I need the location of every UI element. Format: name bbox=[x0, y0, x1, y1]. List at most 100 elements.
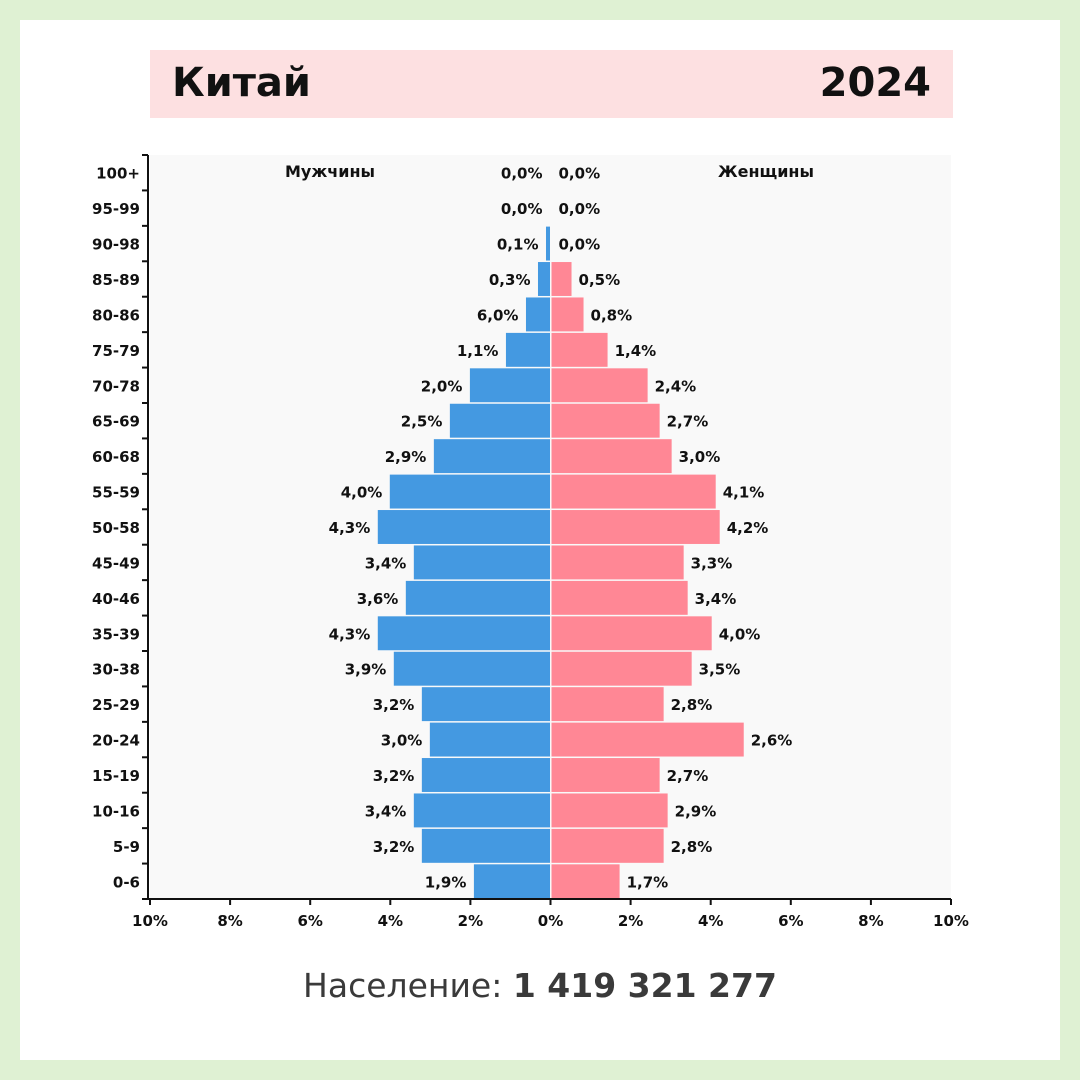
female-bar bbox=[551, 297, 584, 332]
female-data-label: 0,0% bbox=[559, 165, 601, 183]
male-data-label: 0,0% bbox=[501, 165, 543, 183]
female-bar bbox=[551, 262, 572, 296]
y-tick-label: 95-99 bbox=[92, 200, 140, 218]
y-tick-label: 40-46 bbox=[92, 590, 140, 608]
male-bar bbox=[413, 545, 550, 580]
female-data-label: 2,4% bbox=[655, 377, 697, 395]
female-data-label: 4,1% bbox=[723, 484, 765, 502]
male-data-label: 4,0% bbox=[341, 484, 383, 502]
female-data-label: 2,8% bbox=[671, 696, 713, 714]
female-data-label: 3,0% bbox=[679, 448, 721, 466]
y-tick-label: 25-29 bbox=[92, 696, 140, 714]
male-bar bbox=[413, 793, 550, 828]
population-value: 1 419 321 277 bbox=[512, 966, 777, 1005]
male-bar bbox=[525, 297, 550, 332]
male-data-label: 1,9% bbox=[425, 873, 467, 891]
population-total: Население: 1 419 321 277 bbox=[0, 966, 1080, 1005]
male-bar bbox=[545, 226, 550, 261]
title-bar: Китай 2024 bbox=[150, 50, 953, 118]
male-bar bbox=[433, 439, 550, 474]
female-data-label: 0,5% bbox=[579, 271, 621, 289]
y-tick-label: 100+ bbox=[96, 165, 140, 183]
male-data-label: 3,4% bbox=[365, 554, 407, 572]
x-tick-label: 4% bbox=[698, 912, 723, 930]
male-data-label: 3,2% bbox=[373, 767, 415, 785]
chart-title-country: Китай bbox=[172, 60, 311, 106]
male-data-label: 0,3% bbox=[489, 271, 531, 289]
male-bar bbox=[421, 687, 550, 722]
y-tick-label: 60-68 bbox=[92, 448, 140, 466]
female-data-label: 0,0% bbox=[559, 236, 601, 254]
male-bar bbox=[377, 616, 550, 651]
female-data-label: 4,2% bbox=[727, 519, 769, 537]
chart-title-year: 2024 bbox=[819, 60, 931, 106]
y-tick-label: 30-38 bbox=[92, 661, 140, 679]
y-tick-label: 20-24 bbox=[92, 732, 140, 750]
male-bar bbox=[537, 262, 550, 296]
male-data-label: 4,3% bbox=[329, 625, 371, 643]
y-tick-label: 70-78 bbox=[92, 377, 140, 395]
female-bar bbox=[551, 616, 712, 651]
y-tick-label: 90-98 bbox=[92, 236, 140, 254]
male-bar bbox=[421, 828, 550, 863]
x-tick-label: 8% bbox=[858, 912, 883, 930]
female-data-label: 2,9% bbox=[675, 802, 717, 820]
y-tick-label: 75-79 bbox=[92, 342, 140, 360]
female-data-label: 0,0% bbox=[559, 200, 601, 218]
male-bar bbox=[473, 864, 550, 899]
female-data-label: 3,5% bbox=[699, 661, 741, 679]
female-data-label: 1,4% bbox=[615, 342, 657, 360]
female-bar bbox=[551, 545, 684, 580]
y-tick-label: 80-86 bbox=[92, 306, 140, 324]
female-bar bbox=[551, 439, 672, 474]
population-label: Население: bbox=[303, 966, 503, 1005]
female-data-label: 2,7% bbox=[667, 767, 709, 785]
male-bar bbox=[449, 403, 550, 438]
male-bar bbox=[389, 474, 550, 509]
x-tick-label: 2% bbox=[458, 912, 483, 930]
male-data-label: 3,4% bbox=[365, 802, 407, 820]
x-tick-label: 10% bbox=[933, 912, 969, 930]
male-data-label: 3,0% bbox=[381, 732, 423, 750]
male-bar bbox=[429, 722, 550, 757]
x-tick-label: 0% bbox=[538, 912, 563, 930]
female-data-label: 4,0% bbox=[719, 625, 761, 643]
female-bar bbox=[551, 828, 664, 863]
y-tick-label: 15-19 bbox=[92, 767, 140, 785]
male-data-label: 0,1% bbox=[497, 236, 539, 254]
female-bar bbox=[551, 510, 720, 544]
female-bar bbox=[551, 368, 648, 403]
female-bar bbox=[551, 758, 660, 792]
y-tick-label: 10-16 bbox=[92, 802, 140, 820]
male-bar bbox=[469, 368, 550, 403]
male-data-label: 0,0% bbox=[501, 200, 543, 218]
female-bar bbox=[551, 580, 688, 615]
female-data-label: 1,7% bbox=[627, 873, 669, 891]
female-data-label: 3,3% bbox=[691, 554, 733, 572]
x-tick-label: 8% bbox=[217, 912, 242, 930]
female-bar bbox=[551, 332, 608, 367]
female-data-label: 2,6% bbox=[751, 732, 793, 750]
female-data-label: 2,8% bbox=[671, 838, 713, 856]
male-data-label: 3,2% bbox=[373, 696, 415, 714]
female-bar bbox=[551, 651, 692, 686]
female-bar bbox=[551, 687, 664, 722]
male-data-label: 4,3% bbox=[329, 519, 371, 537]
male-data-label: 2,5% bbox=[401, 413, 443, 431]
x-tick-label: 10% bbox=[132, 912, 168, 930]
male-data-label: 2,0% bbox=[421, 377, 463, 395]
female-bar bbox=[551, 403, 660, 438]
y-tick-label: 35-39 bbox=[92, 625, 140, 643]
x-tick-label: 6% bbox=[778, 912, 803, 930]
male-data-label: 1,1% bbox=[457, 342, 499, 360]
legend-male: Мужчины bbox=[285, 162, 375, 181]
legend-female: Женщины bbox=[718, 162, 814, 181]
female-bar bbox=[551, 864, 620, 899]
female-data-label: 3,4% bbox=[695, 590, 737, 608]
male-data-label: 3,6% bbox=[357, 590, 399, 608]
male-bar bbox=[377, 510, 550, 544]
male-data-label: 6,0% bbox=[477, 306, 519, 324]
y-tick-label: 50-58 bbox=[92, 519, 140, 537]
female-data-label: 0,8% bbox=[591, 306, 633, 324]
y-tick-label: 5-9 bbox=[113, 838, 140, 856]
